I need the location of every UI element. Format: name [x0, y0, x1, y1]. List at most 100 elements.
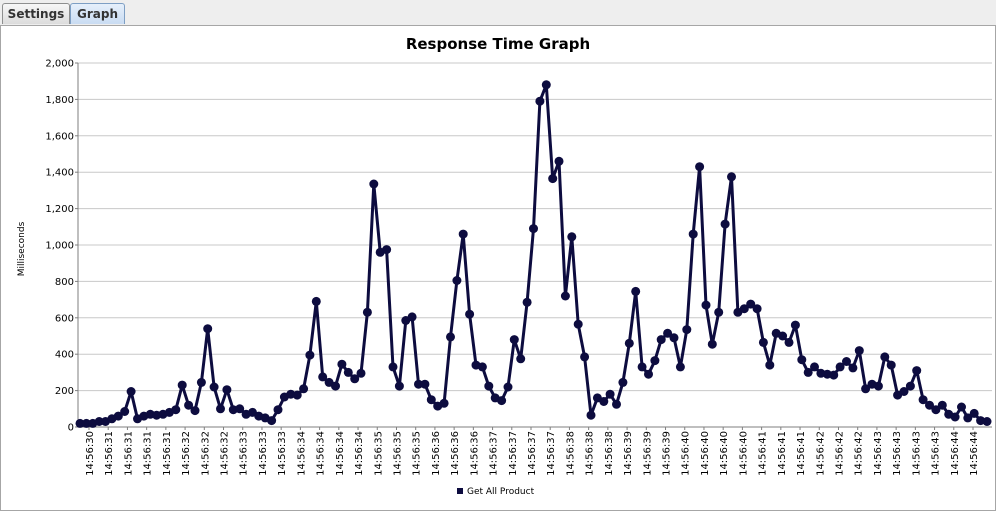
data-point: [535, 96, 545, 106]
data-point: [235, 404, 245, 414]
data-point: [631, 286, 641, 296]
data-point: [899, 387, 909, 396]
tab-settings[interactable]: Settings: [2, 3, 70, 24]
data-point: [509, 335, 519, 345]
tab-bar: Settings Graph: [0, 0, 996, 26]
data-point: [746, 299, 756, 309]
data-point: [861, 384, 871, 394]
data-point: [554, 156, 564, 166]
data-point: [407, 312, 417, 322]
data-point: [222, 385, 232, 395]
y-tick-label: 800: [55, 277, 74, 288]
data-point: [714, 307, 724, 317]
x-tick-label: 14:56:43: [873, 431, 884, 476]
data-point: [950, 412, 960, 422]
data-point: [765, 360, 775, 370]
data-point: [886, 360, 896, 370]
x-axis-ticks: 14:56:30 14:56:31 14:56:31 14:56:31 14:56:31…: [85, 427, 980, 476]
data-point: [356, 368, 366, 378]
data-point: [497, 396, 507, 406]
y-axis-ticks: 0 200 400 600 800 1,000 1,200 1,400 1,600 1,800 2,…: [45, 59, 78, 434]
data-point: [720, 219, 730, 229]
data-point: [94, 417, 104, 426]
tab-graph[interactable]: Graph: [70, 3, 125, 24]
data-point: [516, 354, 526, 364]
x-tick-label: 14:56:42: [854, 431, 865, 476]
data-point: [931, 405, 941, 415]
x-tick-label: 14:56:40: [738, 431, 749, 476]
x-tick-label: 14:56:35: [412, 431, 423, 476]
data-point: [605, 389, 615, 399]
graph-panel: Response Time Graph Milliseconds 0 200 400…: [0, 25, 996, 511]
data-point: [669, 333, 679, 343]
y-tick-label: 1,000: [45, 241, 74, 252]
data-point: [810, 362, 819, 372]
data-point: [873, 381, 883, 391]
data-point: [982, 417, 992, 426]
data-point: [803, 367, 813, 377]
data-point: [682, 325, 692, 335]
data-point: [420, 379, 430, 389]
x-tick-label: 14:56:34: [354, 431, 365, 476]
data-point: [190, 406, 200, 416]
data-point: [388, 362, 398, 372]
data-point: [612, 399, 621, 409]
data-point: [216, 404, 225, 414]
data-point: [675, 362, 685, 372]
data-point: [337, 359, 347, 369]
x-tick-label: 14:56:37: [489, 431, 500, 476]
y-tick-label: 1,200: [45, 204, 74, 215]
data-point: [778, 331, 788, 341]
data-point: [184, 400, 194, 410]
y-axis-label: Milliseconds: [17, 221, 27, 276]
data-point: [350, 374, 360, 384]
data-point: [120, 407, 130, 416]
y-tick-label: 600: [55, 313, 74, 324]
x-tick-label: 14:56:38: [565, 431, 576, 476]
x-tick-label: 14:56:30: [85, 431, 96, 476]
x-tick-label: 14:56:43: [911, 431, 922, 476]
x-tick-label: 14:56:39: [623, 431, 634, 476]
x-tick-label: 14:56:31: [143, 431, 154, 476]
data-point: [292, 390, 302, 400]
data-point: [797, 355, 807, 365]
x-tick-label: 14:56:42: [834, 431, 845, 476]
y-tick-label: 400: [55, 350, 74, 361]
data-point: [829, 370, 839, 380]
legend: Get All Product: [457, 487, 535, 497]
data-point: [362, 307, 372, 317]
data-point: [426, 395, 436, 405]
data-point: [81, 418, 91, 428]
data-point: [196, 377, 206, 387]
data-point: [452, 276, 462, 285]
data-point: [758, 337, 768, 347]
x-tick-label: 14:56:31: [162, 431, 173, 476]
data-point: [477, 362, 487, 372]
x-tick-label: 14:56:44: [950, 431, 961, 476]
x-tick-label: 14:56:33: [277, 431, 288, 476]
data-point: [969, 408, 979, 418]
data-point: [586, 410, 596, 420]
data-point: [650, 356, 660, 366]
data-point: [656, 335, 666, 345]
x-tick-label: 14:56:36: [431, 431, 442, 476]
data-point: [727, 172, 736, 182]
x-tick-label: 14:56:43: [931, 431, 942, 476]
x-tick-label: 14:56:32: [220, 431, 231, 476]
data-point: [465, 309, 475, 319]
x-tick-label: 14:56:38: [585, 431, 596, 476]
data-point: [707, 339, 717, 349]
y-tick-label: 1,600: [45, 131, 74, 142]
x-tick-label: 14:56:33: [239, 431, 250, 476]
data-point: [171, 405, 181, 415]
data-point: [912, 366, 922, 376]
data-point: [573, 319, 583, 329]
data-point: [203, 324, 213, 334]
x-tick-label: 14:56:31: [104, 431, 115, 476]
data-point: [343, 367, 353, 377]
y-tick-label: 1,400: [45, 168, 74, 179]
data-point: [458, 229, 468, 239]
x-tick-label: 14:56:32: [181, 431, 192, 476]
data-point: [484, 381, 494, 391]
data-point: [273, 405, 283, 415]
